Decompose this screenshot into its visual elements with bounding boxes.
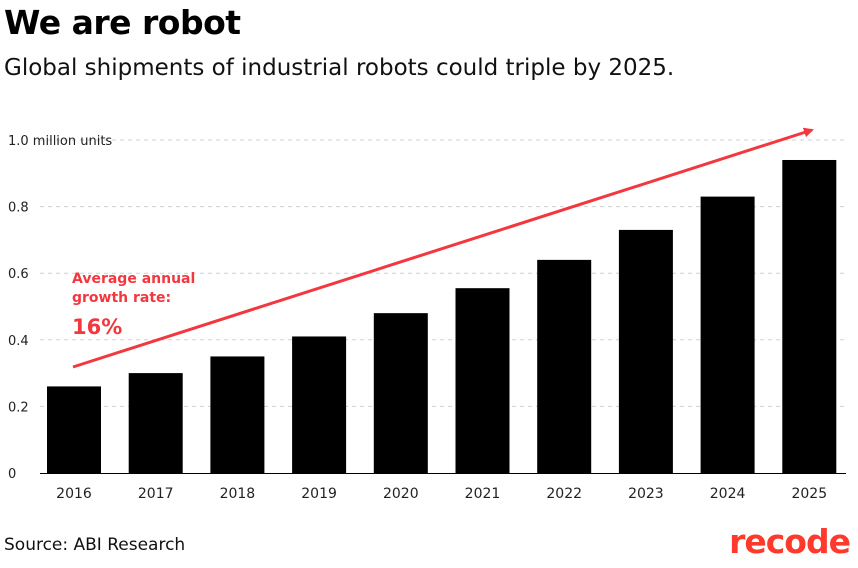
bar-2025 — [782, 159, 837, 474]
x-tick-label: 2016 — [56, 486, 92, 502]
trend-arrow — [72, 127, 814, 369]
bar-2022 — [537, 259, 592, 473]
y-tick-label: 0.6 — [8, 267, 29, 282]
source-note: Source: ABI Research — [4, 535, 186, 555]
bar-2016 — [47, 386, 101, 473]
recode-logo: recode — [729, 522, 851, 561]
y-tick-label: 1.0 million units — [8, 134, 112, 149]
x-tick-label: 2022 — [546, 486, 582, 502]
growth-rate-annotation: Average annual growth rate: 16% — [72, 270, 195, 342]
y-tick-label: 0.4 — [8, 334, 29, 349]
bar-2024 — [700, 196, 755, 474]
y-tick-label: 0.2 — [8, 400, 29, 415]
x-tick-label: 2024 — [710, 486, 746, 502]
x-tick-label: 2021 — [465, 486, 501, 502]
x-tick-label: 2018 — [220, 486, 256, 502]
bar-2023 — [618, 229, 673, 473]
bar-2019 — [292, 336, 347, 473]
x-tick-label: 2020 — [383, 486, 419, 502]
bar-2017 — [128, 373, 183, 473]
y-tick-label: 0 — [8, 467, 16, 482]
x-tick-label: 2023 — [628, 486, 664, 502]
chart-subtitle: Global shipments of industrial robots co… — [4, 55, 675, 81]
bar-2020 — [373, 313, 428, 473]
annotation-line-1: Average annual — [72, 271, 196, 287]
annotation-value: 16% — [72, 315, 123, 339]
bar-2018 — [210, 356, 265, 473]
chart-title: We are robot — [4, 3, 241, 42]
bar-2021 — [455, 288, 510, 473]
x-tick-label: 2019 — [301, 486, 337, 502]
y-tick-label: 0.8 — [8, 201, 29, 216]
x-tick-label: 2025 — [791, 486, 827, 502]
annotation-line-2: growth rate: — [72, 290, 172, 306]
x-tick-label: 2017 — [138, 486, 174, 502]
